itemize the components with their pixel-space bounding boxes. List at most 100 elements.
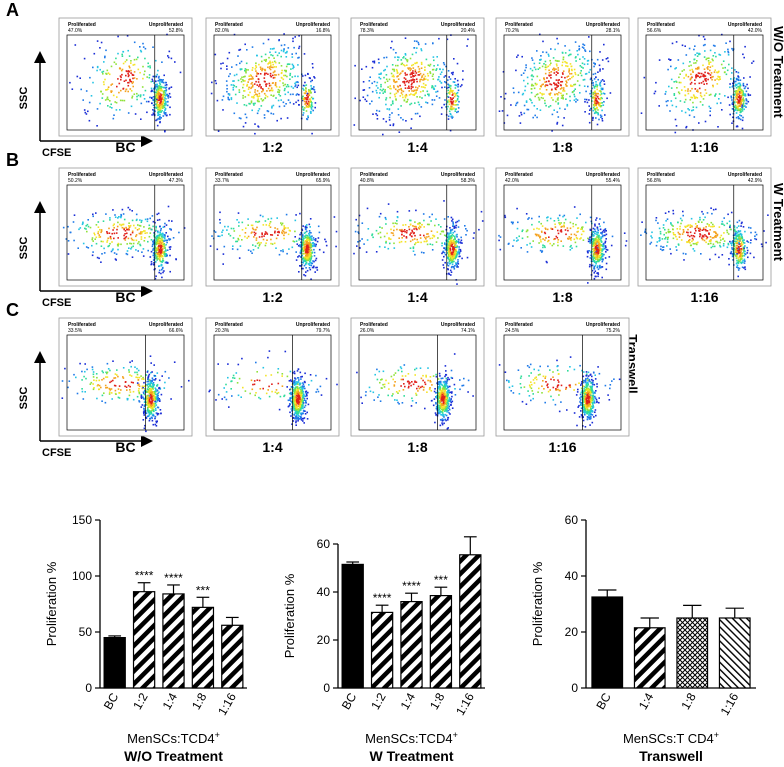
event-dot — [579, 92, 581, 94]
event-dot — [606, 57, 609, 59]
event-dot — [378, 73, 380, 75]
event-dot — [289, 78, 291, 80]
event-dot — [292, 93, 294, 96]
event-dot — [130, 237, 133, 240]
event-dot — [625, 240, 628, 242]
event-dot — [597, 275, 599, 278]
event-dot — [391, 75, 394, 78]
event-dot — [655, 81, 657, 84]
event-dot — [550, 97, 553, 99]
event-dot — [418, 222, 421, 224]
event-dot — [151, 114, 153, 116]
event-dot — [408, 226, 410, 228]
gate-label-left: Proliferated — [647, 22, 675, 28]
event-dot — [380, 73, 382, 75]
event-dot — [268, 224, 270, 227]
event-dot — [289, 101, 291, 104]
event-dot — [591, 269, 594, 272]
event-dot — [257, 221, 259, 223]
event-dot — [378, 245, 381, 248]
event-dot — [736, 232, 738, 235]
event-dot — [161, 268, 163, 271]
event-dot — [701, 210, 703, 213]
event-dot — [669, 59, 671, 61]
event-dot — [304, 236, 307, 238]
event-dot — [710, 72, 713, 74]
event-dot — [595, 102, 597, 105]
event-dot — [598, 118, 600, 121]
event-dot — [324, 238, 326, 241]
event-dot — [577, 230, 579, 233]
event-dot — [445, 228, 448, 231]
event-dot — [735, 112, 738, 114]
event-dot — [437, 224, 440, 226]
event-dot — [590, 77, 592, 80]
event-dot — [158, 235, 161, 237]
event-dot — [304, 248, 306, 250]
event-dot — [598, 252, 601, 254]
event-dot — [599, 259, 601, 261]
event-dot — [542, 40, 544, 43]
event-dot — [695, 75, 698, 78]
event-dot — [442, 264, 445, 266]
event-dot — [393, 242, 395, 245]
event-dot — [602, 254, 604, 257]
event-dot — [392, 222, 394, 225]
event-dot — [299, 244, 301, 246]
event-dot — [655, 217, 658, 219]
event-dot — [684, 111, 687, 114]
event-dot — [160, 98, 163, 101]
event-dot — [353, 124, 356, 126]
ssc-axis-label: SSC — [18, 87, 30, 110]
event-dot — [520, 74, 523, 76]
event-dot — [534, 68, 537, 71]
event-dot — [557, 97, 559, 99]
event-dot — [423, 226, 425, 228]
event-dot — [712, 44, 715, 47]
event-dot — [161, 276, 163, 279]
event-dot — [294, 230, 296, 233]
event-dot — [238, 89, 241, 91]
event-dot — [160, 117, 162, 119]
event-dot — [562, 88, 565, 91]
event-dot — [734, 69, 736, 71]
event-dot — [261, 90, 263, 93]
event-dot — [449, 239, 452, 241]
event-dot — [670, 100, 673, 102]
event-dot — [308, 236, 311, 239]
event-dot — [557, 229, 559, 232]
event-dot — [382, 118, 385, 120]
event-dot — [164, 249, 167, 251]
event-dot — [311, 105, 314, 108]
event-dot — [529, 98, 531, 100]
event-dot — [160, 242, 163, 244]
event-dot — [385, 120, 387, 123]
unproliferated-percent: 20.4% — [461, 28, 476, 34]
event-dot — [239, 62, 241, 65]
event-dot — [447, 237, 450, 240]
event-dot — [270, 89, 273, 92]
event-dot — [554, 59, 557, 62]
event-dot — [216, 99, 219, 102]
event-dot — [685, 54, 688, 56]
event-dot — [738, 99, 741, 102]
event-dot — [156, 240, 159, 242]
event-dot — [272, 77, 275, 79]
event-dot — [412, 90, 415, 92]
event-dot — [306, 269, 309, 272]
event-dot — [575, 101, 577, 103]
event-dot — [705, 58, 707, 61]
event-dot — [259, 73, 262, 75]
event-dot — [386, 232, 388, 235]
event-dot — [410, 84, 413, 86]
event-dot — [147, 65, 149, 68]
event-dot — [138, 228, 140, 230]
event-dot — [292, 87, 295, 89]
event-dot — [411, 64, 413, 67]
event-dot — [133, 41, 136, 44]
event-dot — [146, 232, 148, 234]
event-dot — [305, 250, 307, 253]
event-dot — [578, 45, 580, 48]
event-dot — [419, 115, 421, 118]
event-dot — [399, 84, 401, 87]
